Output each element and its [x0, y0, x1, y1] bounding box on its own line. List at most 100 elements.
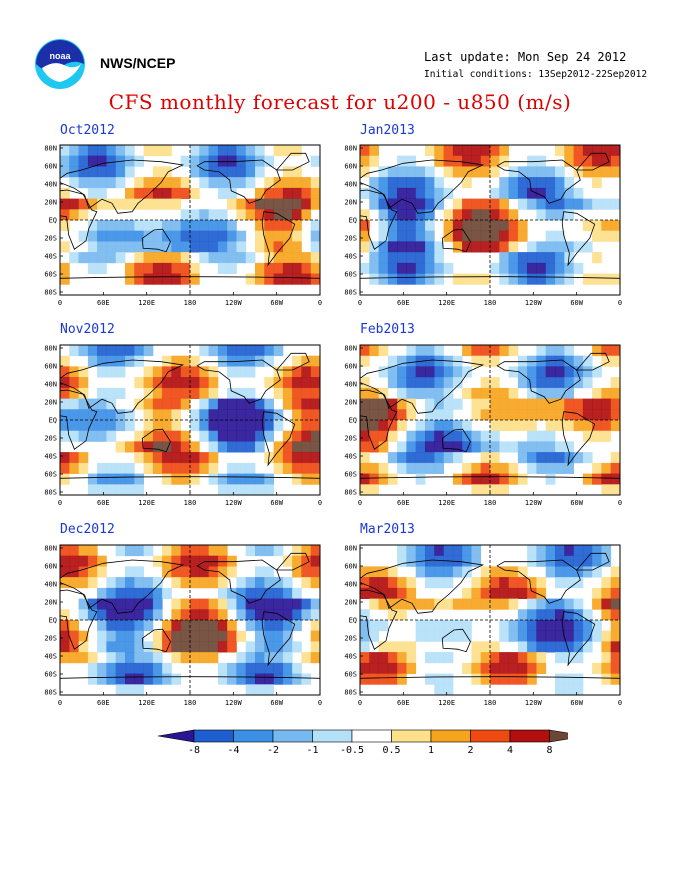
- lon-tick-label: 60E: [397, 499, 410, 507]
- lat-tick-label: 80N: [44, 145, 57, 153]
- colorbar-swatch: [351, 729, 392, 743]
- colorbar-swatch: [193, 729, 234, 743]
- anomaly-field: [360, 345, 621, 496]
- anomaly-field: [60, 145, 321, 285]
- lon-tick-label: 180: [484, 699, 497, 707]
- map-panel-nov2012: 80N 60N 40N 20N EQ 20S 40S 60S 80S 0 60E 120E 180 120…: [30, 340, 322, 507]
- lat-tick-label: EQ: [349, 417, 357, 425]
- lon-tick-label: 120W: [525, 699, 543, 707]
- lat-tick-label: 80S: [344, 689, 357, 697]
- lat-tick-label: EQ: [49, 617, 57, 625]
- colorbar-label: 8: [546, 745, 552, 756]
- panel-title-feb2013: Feb2013: [360, 322, 415, 337]
- lon-tick-label: 120E: [438, 699, 455, 707]
- colorbar-label: 0.5: [382, 745, 400, 756]
- lon-tick-label: 0: [618, 499, 622, 507]
- lat-tick-label: 40S: [44, 253, 57, 261]
- coastlines: [359, 152, 610, 267]
- lat-tick-label: 20N: [344, 399, 357, 407]
- lon-tick-label: 60E: [397, 299, 410, 307]
- lat-tick-label: 40S: [44, 453, 57, 461]
- lon-tick-label: 60W: [570, 699, 583, 707]
- lat-tick-label: 20S: [44, 235, 57, 243]
- lat-tick-label: 80S: [44, 289, 57, 297]
- lon-tick-label: 120W: [525, 499, 543, 507]
- lat-tick-label: 60S: [44, 671, 57, 679]
- lat-tick-label: 40N: [344, 181, 357, 189]
- lat-tick-label: 20S: [44, 635, 57, 643]
- lon-tick-label: 0: [58, 699, 62, 707]
- lon-tick-label: 120W: [225, 299, 243, 307]
- lat-tick-label: 80N: [344, 345, 357, 353]
- colorbar-label: -1: [306, 745, 318, 756]
- lon-tick-label: 60W: [270, 699, 283, 707]
- lat-tick-label: 60S: [44, 471, 57, 479]
- lon-tick-label: 0: [58, 299, 62, 307]
- lat-tick-label: 60N: [44, 563, 57, 571]
- lat-tick-label: 80S: [44, 489, 57, 497]
- coastlines: [59, 352, 310, 467]
- lat-tick-label: 20N: [44, 599, 57, 607]
- lat-tick-label: 20N: [344, 199, 357, 207]
- lon-tick-label: 0: [318, 699, 322, 707]
- lon-tick-label: 120E: [138, 499, 155, 507]
- lon-tick-label: 0: [618, 299, 622, 307]
- lat-tick-label: 40S: [344, 253, 357, 261]
- lon-tick-label: 60W: [270, 299, 283, 307]
- page-title: CFS monthly forecast for u200 - u850 (m/…: [108, 90, 572, 114]
- lon-tick-label: 60W: [270, 499, 283, 507]
- coastlines: [359, 352, 610, 467]
- lat-tick-label: EQ: [349, 217, 357, 225]
- lat-tick-label: 60N: [344, 563, 357, 571]
- lat-tick-label: 20N: [44, 399, 57, 407]
- lon-tick-label: 60W: [570, 499, 583, 507]
- lon-tick-label: 60E: [97, 499, 110, 507]
- panel-title-jan2013: Jan2013: [360, 123, 415, 138]
- lat-tick-label: 20S: [344, 635, 357, 643]
- coastlines: [359, 552, 610, 667]
- lat-tick-label: 20S: [344, 235, 357, 243]
- noaa-logo: noaa: [35, 39, 85, 89]
- colorbar-label: -0.5: [340, 745, 364, 756]
- lat-tick-label: 20S: [344, 435, 357, 443]
- colorbar-swatch: [509, 729, 550, 743]
- lat-tick-label: 80S: [344, 289, 357, 297]
- colorbar-label: 4: [507, 745, 513, 756]
- panel-title-oct2012: Oct2012: [60, 123, 115, 138]
- lat-tick-label: 60N: [44, 363, 57, 371]
- lon-tick-label: 0: [358, 699, 362, 707]
- lon-tick-label: 60E: [397, 699, 410, 707]
- colorbar-swatch: [430, 729, 471, 743]
- lat-tick-label: 40S: [44, 653, 57, 661]
- lon-tick-label: 180: [484, 499, 497, 507]
- lon-tick-label: 180: [184, 499, 197, 507]
- lat-tick-label: 40N: [44, 181, 57, 189]
- lon-tick-label: 180: [484, 299, 497, 307]
- lat-tick-label: 20N: [44, 199, 57, 207]
- colorbar-arrow-high: [549, 729, 568, 743]
- lon-tick-label: 60W: [570, 299, 583, 307]
- map-panel-feb2013: 80N 60N 40N 20N EQ 20S 40S 60S 80S 0 60E 120E 180 120…: [330, 340, 622, 507]
- colorbar-label: -2: [267, 745, 279, 756]
- lat-tick-label: 80N: [344, 145, 357, 153]
- panel-title-dec2012: Dec2012: [60, 522, 115, 537]
- lon-tick-label: 0: [358, 499, 362, 507]
- lat-tick-label: 40S: [344, 453, 357, 461]
- lat-tick-label: EQ: [49, 417, 57, 425]
- anomaly-field: [60, 545, 321, 696]
- lon-tick-label: 0: [618, 699, 622, 707]
- colorbar-swatch: [470, 729, 511, 743]
- lat-tick-label: EQ: [349, 617, 357, 625]
- colorbar-label: -8: [188, 745, 200, 756]
- colorbar-label: 1: [428, 745, 434, 756]
- lon-tick-label: 60E: [97, 299, 110, 307]
- lon-tick-label: 0: [58, 499, 62, 507]
- last-update: Last update: Mon Sep 24 2012: [424, 50, 627, 64]
- lat-tick-label: 60S: [344, 671, 357, 679]
- agency-name: NWS/NCEP: [100, 55, 176, 71]
- lon-tick-label: 180: [184, 699, 197, 707]
- colorbar-swatch: [233, 729, 274, 743]
- lat-tick-label: 40N: [344, 381, 357, 389]
- colorbar-swatch: [312, 729, 353, 743]
- lon-tick-label: 120E: [138, 299, 155, 307]
